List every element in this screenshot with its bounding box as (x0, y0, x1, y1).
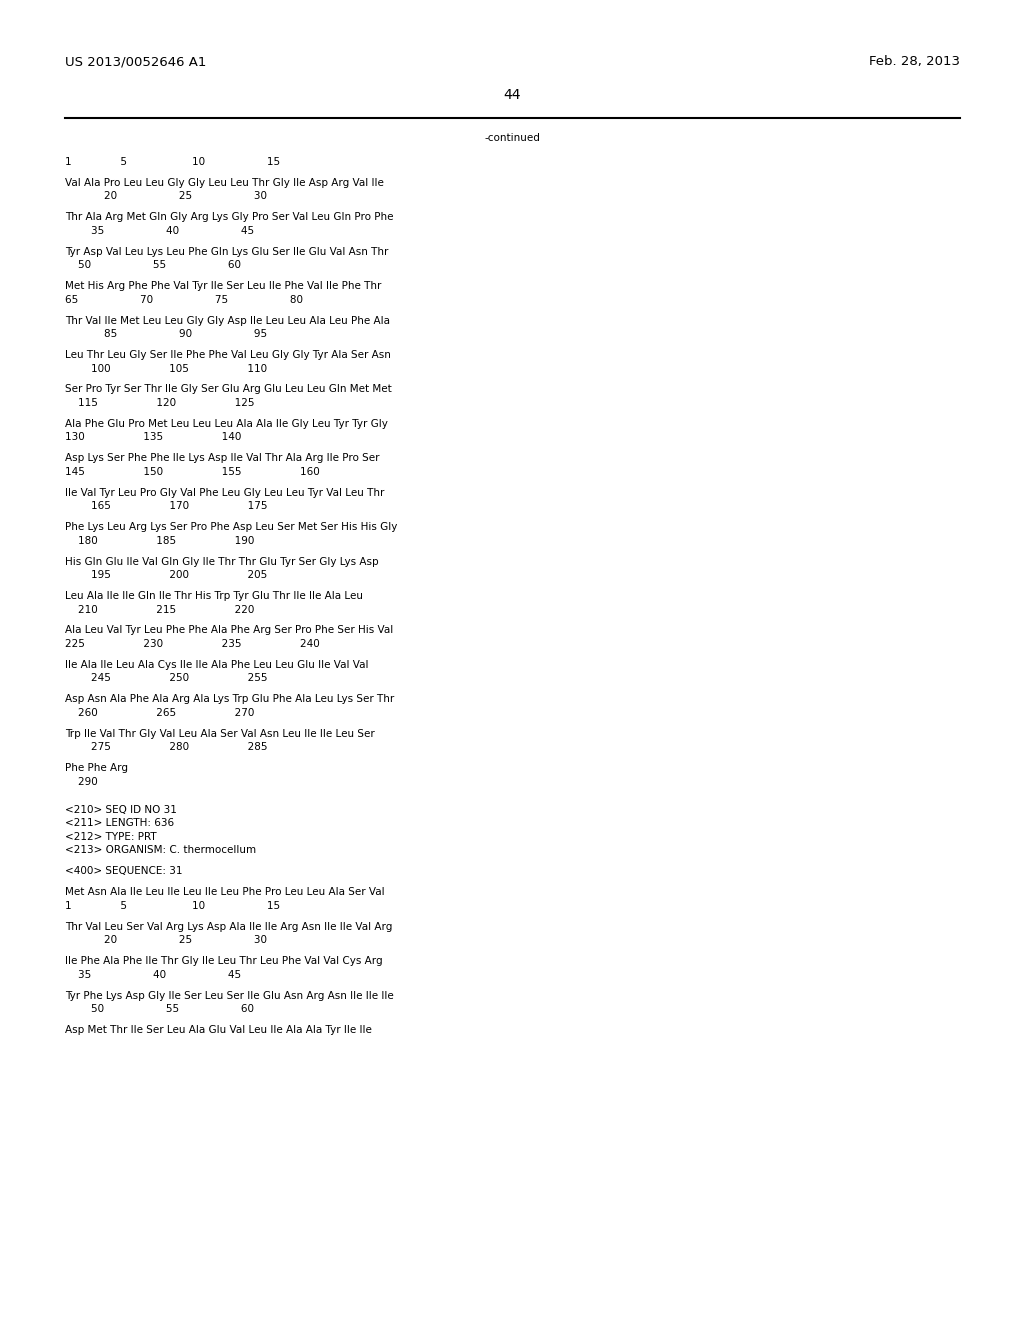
Text: 44: 44 (503, 88, 521, 102)
Text: 1               5                    10                   15: 1 5 10 15 (65, 900, 281, 911)
Text: -continued: -continued (484, 133, 540, 143)
Text: 260                  265                  270: 260 265 270 (65, 708, 254, 718)
Text: 195                  200                  205: 195 200 205 (65, 570, 267, 579)
Text: Leu Ala Ile Ile Gln Ile Thr His Trp Tyr Glu Thr Ile Ile Ala Leu: Leu Ala Ile Ile Gln Ile Thr His Trp Tyr … (65, 591, 362, 601)
Text: Asp Asn Ala Phe Ala Arg Ala Lys Trp Glu Phe Ala Leu Lys Ser Thr: Asp Asn Ala Phe Ala Arg Ala Lys Trp Glu … (65, 694, 394, 705)
Text: 290: 290 (65, 776, 97, 787)
Text: Ala Phe Glu Pro Met Leu Leu Leu Ala Ala Ile Gly Leu Tyr Tyr Gly: Ala Phe Glu Pro Met Leu Leu Leu Ala Ala … (65, 418, 388, 429)
Text: Ser Pro Tyr Ser Thr Ile Gly Ser Glu Arg Glu Leu Leu Gln Met Met: Ser Pro Tyr Ser Thr Ile Gly Ser Glu Arg … (65, 384, 392, 395)
Text: 20                   25                   30: 20 25 30 (65, 191, 267, 202)
Text: <212> TYPE: PRT: <212> TYPE: PRT (65, 832, 157, 842)
Text: Leu Thr Leu Gly Ser Ile Phe Phe Val Leu Gly Gly Tyr Ala Ser Asn: Leu Thr Leu Gly Ser Ile Phe Phe Val Leu … (65, 350, 391, 360)
Text: <210> SEQ ID NO 31: <210> SEQ ID NO 31 (65, 805, 177, 814)
Text: Phe Phe Arg: Phe Phe Arg (65, 763, 128, 774)
Text: Thr Ala Arg Met Gln Gly Arg Lys Gly Pro Ser Val Leu Gln Pro Phe: Thr Ala Arg Met Gln Gly Arg Lys Gly Pro … (65, 213, 393, 222)
Text: Trp Ile Val Thr Gly Val Leu Ala Ser Val Asn Leu Ile Ile Leu Ser: Trp Ile Val Thr Gly Val Leu Ala Ser Val … (65, 729, 375, 739)
Text: 100                  105                  110: 100 105 110 (65, 363, 267, 374)
Text: 130                  135                  140: 130 135 140 (65, 433, 242, 442)
Text: 115                  120                  125: 115 120 125 (65, 397, 255, 408)
Text: Ile Ala Ile Leu Ala Cys Ile Ile Ala Phe Leu Leu Glu Ile Val Val: Ile Ala Ile Leu Ala Cys Ile Ile Ala Phe … (65, 660, 369, 669)
Text: <211> LENGTH: 636: <211> LENGTH: 636 (65, 818, 174, 829)
Text: 20                   25                   30: 20 25 30 (65, 936, 267, 945)
Text: 1               5                    10                   15: 1 5 10 15 (65, 157, 281, 168)
Text: <213> ORGANISM: C. thermocellum: <213> ORGANISM: C. thermocellum (65, 846, 256, 855)
Text: 210                  215                  220: 210 215 220 (65, 605, 254, 615)
Text: Val Ala Pro Leu Leu Gly Gly Leu Leu Thr Gly Ile Asp Arg Val Ile: Val Ala Pro Leu Leu Gly Gly Leu Leu Thr … (65, 178, 384, 187)
Text: Asp Met Thr Ile Ser Leu Ala Glu Val Leu Ile Ala Ala Tyr Ile Ile: Asp Met Thr Ile Ser Leu Ala Glu Val Leu … (65, 1026, 372, 1035)
Text: 145                  150                  155                  160: 145 150 155 160 (65, 467, 319, 477)
Text: 50                   55                   60: 50 55 60 (65, 1005, 254, 1014)
Text: Asp Lys Ser Phe Phe Ile Lys Asp Ile Val Thr Ala Arg Ile Pro Ser: Asp Lys Ser Phe Phe Ile Lys Asp Ile Val … (65, 453, 380, 463)
Text: Ile Val Tyr Leu Pro Gly Val Phe Leu Gly Leu Leu Tyr Val Leu Thr: Ile Val Tyr Leu Pro Gly Val Phe Leu Gly … (65, 488, 384, 498)
Text: Tyr Phe Lys Asp Gly Ile Ser Leu Ser Ile Glu Asn Arg Asn Ile Ile Ile: Tyr Phe Lys Asp Gly Ile Ser Leu Ser Ile … (65, 990, 394, 1001)
Text: 35                   40                   45: 35 40 45 (65, 970, 241, 979)
Text: Met His Arg Phe Phe Val Tyr Ile Ser Leu Ile Phe Val Ile Phe Thr: Met His Arg Phe Phe Val Tyr Ile Ser Leu … (65, 281, 381, 292)
Text: 65                   70                   75                   80: 65 70 75 80 (65, 294, 303, 305)
Text: 85                   90                   95: 85 90 95 (65, 329, 267, 339)
Text: 35                   40                   45: 35 40 45 (65, 226, 254, 236)
Text: 50                   55                   60: 50 55 60 (65, 260, 241, 271)
Text: 245                  250                  255: 245 250 255 (65, 673, 267, 684)
Text: Feb. 28, 2013: Feb. 28, 2013 (869, 55, 961, 69)
Text: His Gln Glu Ile Val Gln Gly Ile Thr Thr Glu Tyr Ser Gly Lys Asp: His Gln Glu Ile Val Gln Gly Ile Thr Thr … (65, 557, 379, 566)
Text: Phe Lys Leu Arg Lys Ser Pro Phe Asp Leu Ser Met Ser His His Gly: Phe Lys Leu Arg Lys Ser Pro Phe Asp Leu … (65, 523, 397, 532)
Text: 180                  185                  190: 180 185 190 (65, 536, 254, 545)
Text: Ile Phe Ala Phe Ile Thr Gly Ile Leu Thr Leu Phe Val Val Cys Arg: Ile Phe Ala Phe Ile Thr Gly Ile Leu Thr … (65, 956, 383, 966)
Text: <400> SEQUENCE: 31: <400> SEQUENCE: 31 (65, 866, 182, 876)
Text: Tyr Asp Val Leu Lys Leu Phe Gln Lys Glu Ser Ile Glu Val Asn Thr: Tyr Asp Val Leu Lys Leu Phe Gln Lys Glu … (65, 247, 388, 257)
Text: 225                  230                  235                  240: 225 230 235 240 (65, 639, 319, 649)
Text: Ala Leu Val Tyr Leu Phe Phe Ala Phe Arg Ser Pro Phe Ser His Val: Ala Leu Val Tyr Leu Phe Phe Ala Phe Arg … (65, 626, 393, 635)
Text: Met Asn Ala Ile Leu Ile Leu Ile Leu Phe Pro Leu Leu Ala Ser Val: Met Asn Ala Ile Leu Ile Leu Ile Leu Phe … (65, 887, 385, 898)
Text: Thr Val Ile Met Leu Leu Gly Gly Asp Ile Leu Leu Ala Leu Phe Ala: Thr Val Ile Met Leu Leu Gly Gly Asp Ile … (65, 315, 390, 326)
Text: 165                  170                  175: 165 170 175 (65, 502, 267, 511)
Text: US 2013/0052646 A1: US 2013/0052646 A1 (65, 55, 207, 69)
Text: Thr Val Leu Ser Val Arg Lys Asp Ala Ile Ile Arg Asn Ile Ile Val Arg: Thr Val Leu Ser Val Arg Lys Asp Ala Ile … (65, 921, 392, 932)
Text: 275                  280                  285: 275 280 285 (65, 742, 267, 752)
